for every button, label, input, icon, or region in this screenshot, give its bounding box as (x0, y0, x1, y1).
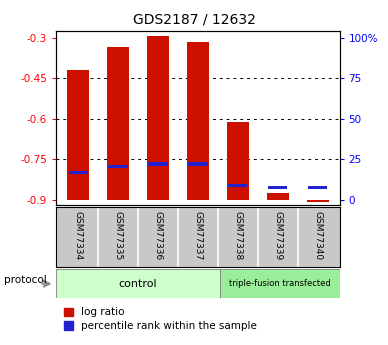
Bar (220, 269, 340, 298)
Legend: log ratio, percentile rank within the sample: log ratio, percentile rank within the sa… (61, 305, 259, 333)
Bar (268, 186, 288, 189)
Bar (148, 162, 168, 166)
Text: GSM77338: GSM77338 (233, 211, 242, 260)
Bar (69, 171, 88, 174)
Text: GSM77337: GSM77337 (193, 211, 203, 260)
Bar (147, 37, 169, 200)
Text: GSM77339: GSM77339 (273, 211, 282, 260)
Bar (56, 269, 220, 298)
Bar (308, 186, 327, 189)
Text: triple-fusion transfected: triple-fusion transfected (229, 279, 331, 288)
Bar (228, 184, 248, 187)
Bar (107, 47, 129, 200)
Text: GSM77336: GSM77336 (154, 211, 163, 260)
Bar (188, 162, 208, 166)
Bar (108, 165, 128, 168)
Text: GSM77335: GSM77335 (114, 211, 123, 260)
Text: protocol: protocol (4, 275, 47, 285)
Bar (267, 193, 289, 200)
Text: GDS2187 / 12632: GDS2187 / 12632 (133, 12, 255, 26)
Bar (67, 70, 89, 200)
Bar (187, 42, 209, 200)
Text: GSM77340: GSM77340 (313, 211, 322, 260)
Bar (307, 200, 329, 202)
Bar (227, 121, 249, 200)
Text: control: control (119, 279, 158, 289)
Text: GSM77334: GSM77334 (74, 211, 83, 260)
